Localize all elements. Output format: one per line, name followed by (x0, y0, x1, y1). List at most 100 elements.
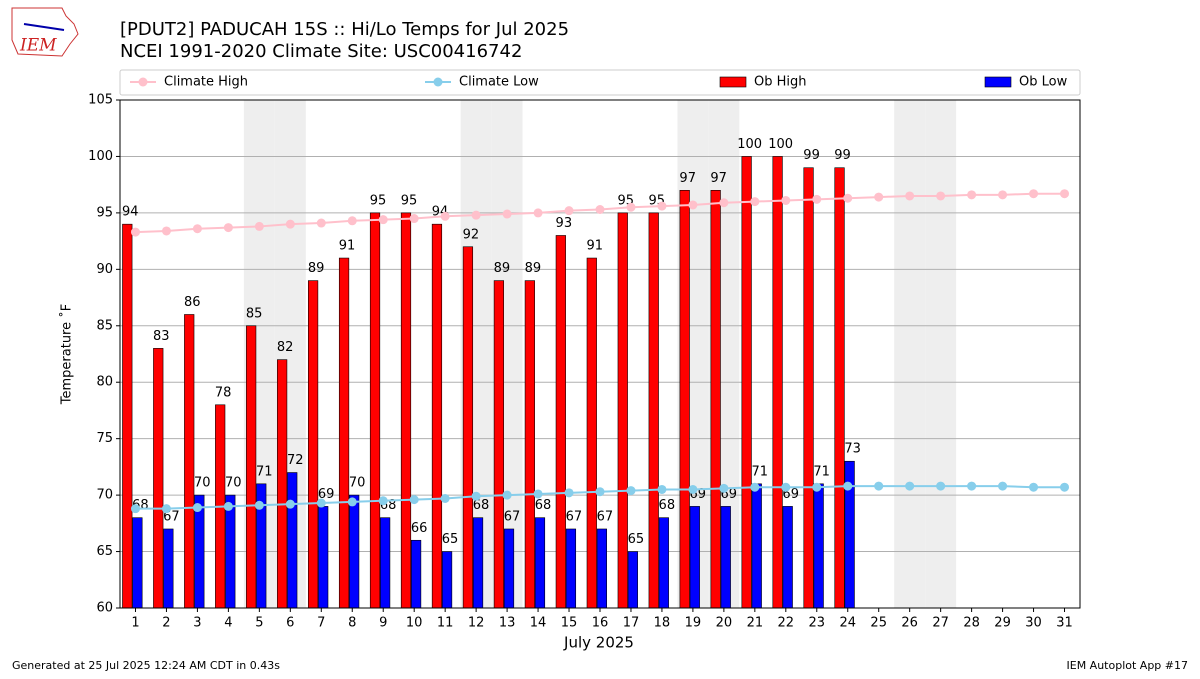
bar (194, 494, 205, 609)
line-marker (440, 211, 450, 221)
legend-box (119, 69, 1081, 96)
x-tick-label: 7 (317, 616, 325, 631)
value-label: 70 (225, 476, 242, 491)
value-label: 67 (566, 509, 583, 524)
x-tick-label: 3 (193, 616, 201, 631)
line-marker (1029, 482, 1039, 492)
line-marker (564, 488, 574, 498)
line-marker (254, 500, 264, 510)
bar (710, 190, 721, 609)
value-label: 71 (256, 464, 273, 479)
line-marker (874, 192, 884, 202)
x-tick-label: 5 (255, 616, 263, 631)
bar (813, 483, 824, 609)
line-marker (1029, 189, 1039, 199)
bar (493, 280, 504, 609)
x-tick-label: 13 (499, 616, 516, 631)
bar (338, 257, 350, 609)
value-label: 69 (318, 487, 335, 502)
x-tick-label: 15 (561, 616, 578, 631)
x-tick-label: 1 (131, 616, 139, 631)
value-label: 97 (710, 171, 727, 186)
y-tick-label: 80 (96, 375, 113, 390)
value-label: 78 (215, 385, 232, 400)
bar (803, 167, 814, 609)
value-label: 83 (153, 329, 170, 344)
x-tick-label: 30 (1025, 616, 1042, 631)
bar (503, 528, 515, 609)
value-label: 89 (525, 261, 542, 276)
line-marker (843, 193, 853, 203)
value-label: 94 (122, 205, 139, 220)
y-tick-label: 75 (96, 431, 113, 446)
bar (246, 325, 257, 609)
x-tick-label: 12 (468, 616, 485, 631)
value-label: 68 (473, 498, 490, 513)
line-marker (254, 221, 264, 231)
y-tick-label: 90 (96, 262, 113, 277)
bar (184, 314, 195, 609)
bar (431, 223, 443, 609)
bar (369, 212, 381, 609)
bar (349, 494, 360, 609)
logo-outline (11, 7, 79, 57)
value-label: 91 (339, 239, 356, 254)
bar (472, 517, 484, 609)
value-label: 95 (401, 193, 418, 208)
bar (741, 156, 752, 609)
y-tick-label: 100 (88, 149, 113, 164)
line-marker (626, 202, 636, 212)
legend-swatch (984, 76, 1012, 88)
line-marker (192, 224, 202, 234)
line-marker (967, 481, 977, 491)
bar (307, 280, 319, 609)
x-tick-label: 29 (994, 616, 1011, 631)
line-marker (533, 489, 543, 499)
x-tick-label: 14 (530, 616, 547, 631)
bar (751, 483, 762, 609)
value-label: 71 (751, 464, 768, 479)
bar (153, 348, 164, 609)
x-tick-label: 4 (224, 616, 232, 631)
value-label: 73 (844, 442, 861, 457)
x-tick-label: 17 (623, 616, 640, 631)
line-marker (316, 498, 326, 508)
line-marker (502, 490, 512, 500)
bar (689, 506, 700, 609)
footer-right: IEM Autoplot App #17 (1067, 659, 1189, 672)
line-marker (812, 194, 822, 204)
line-marker (223, 501, 233, 511)
bar (318, 506, 329, 609)
line-marker (595, 487, 605, 497)
bar (380, 517, 391, 609)
line-marker (285, 219, 295, 229)
line-marker (874, 481, 884, 491)
bar (524, 280, 535, 609)
chart-title: [PDUT2] PADUCAH 15S :: Hi/Lo Temps for J… (120, 19, 569, 40)
line-marker (781, 195, 791, 205)
footer-left: Generated at 25 Jul 2025 12:24 AM CDT in… (12, 659, 280, 672)
x-tick-label: 20 (716, 616, 733, 631)
x-tick-label: 8 (348, 616, 356, 631)
value-label: 82 (277, 340, 294, 355)
line-marker (905, 191, 915, 201)
weekend-shade (894, 100, 926, 608)
weekend-shade (925, 100, 957, 608)
bar (225, 494, 236, 609)
x-tick-label: 18 (654, 616, 671, 631)
value-label: 66 (411, 521, 428, 536)
line-marker (781, 482, 791, 492)
x-tick-label: 9 (379, 616, 387, 631)
bar (410, 539, 422, 609)
bar (122, 223, 133, 609)
line-marker (626, 486, 636, 496)
line-marker (657, 484, 667, 494)
line-marker (843, 481, 853, 491)
bar (400, 212, 412, 609)
line-marker (533, 208, 543, 218)
bar (627, 551, 638, 609)
x-axis-label: July 2025 (563, 634, 634, 652)
value-label: 70 (194, 476, 211, 491)
line-marker (440, 493, 450, 503)
y-tick-label: 105 (88, 93, 113, 108)
